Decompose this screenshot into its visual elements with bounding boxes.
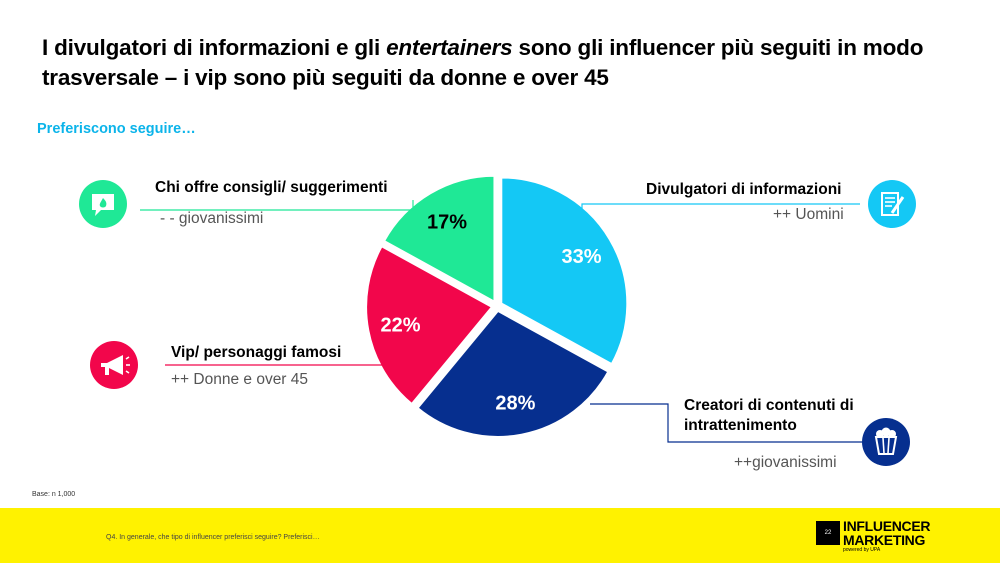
note-vip: ++ Donne e over 45 — [171, 371, 309, 388]
base-note: Base: n 1,000 — [32, 491, 76, 498]
page-title: I divulgatori di informazioni e gli ente… — [42, 33, 982, 93]
value-label-divulgatori: 33% — [562, 246, 602, 268]
brand-line2: MARKETING — [843, 532, 926, 548]
label-consigli: Chi offre consigli/ suggerimenti — [155, 179, 388, 196]
brand-logo: INFLUENCER MARKETING — [843, 518, 931, 548]
label-creatori-line2: intrattenimento — [684, 417, 797, 434]
question-text: Q4. In generale, che tipo di influencer … — [106, 534, 320, 541]
chart-subtitle: Preferiscono seguire… — [37, 121, 196, 137]
value-label-vip: 22% — [380, 314, 420, 336]
title-text: I divulgatori di informazioni e gli — [42, 35, 387, 60]
note-divulgatori: ++ Uomini — [773, 206, 844, 223]
title-text-end: sono gli influencer più seguiti in modo … — [42, 35, 924, 90]
label-creatori: Creatori di contenuti di intrattenimento — [684, 396, 854, 436]
label-creatori-line1: Creatori di contenuti di — [684, 397, 854, 414]
connector-creatori — [590, 403, 862, 443]
brand-line1: INFLUENCER — [843, 518, 931, 534]
title-emphasis: entertainers — [386, 35, 513, 60]
brand-powered: powered by UPA — [843, 547, 881, 553]
megaphone-icon — [90, 341, 138, 389]
pie-slice-creatori — [416, 309, 610, 438]
note-creatori: ++giovanissimi — [734, 454, 837, 471]
label-vip: Vip/ personaggi famosi — [171, 344, 342, 361]
value-label-creatori: 28% — [495, 392, 535, 414]
label-divulgatori: Divulgatori di informazioni — [646, 181, 842, 198]
pie-slice-vip — [365, 244, 494, 406]
page-number-box — [816, 521, 840, 545]
connector-divulgatori — [581, 203, 860, 250]
pie-slice-divulgatori — [500, 176, 629, 366]
value-label-consigli: 17% — [427, 211, 467, 233]
note-consigli: - - giovanissimi — [160, 210, 264, 227]
pie-slice-consigli — [382, 174, 496, 304]
form-pencil-icon — [868, 180, 916, 228]
chat-bubble-icon — [79, 180, 127, 228]
popcorn-icon — [862, 418, 910, 466]
page-number: 22 — [824, 530, 832, 536]
connector-consigli — [140, 200, 414, 211]
